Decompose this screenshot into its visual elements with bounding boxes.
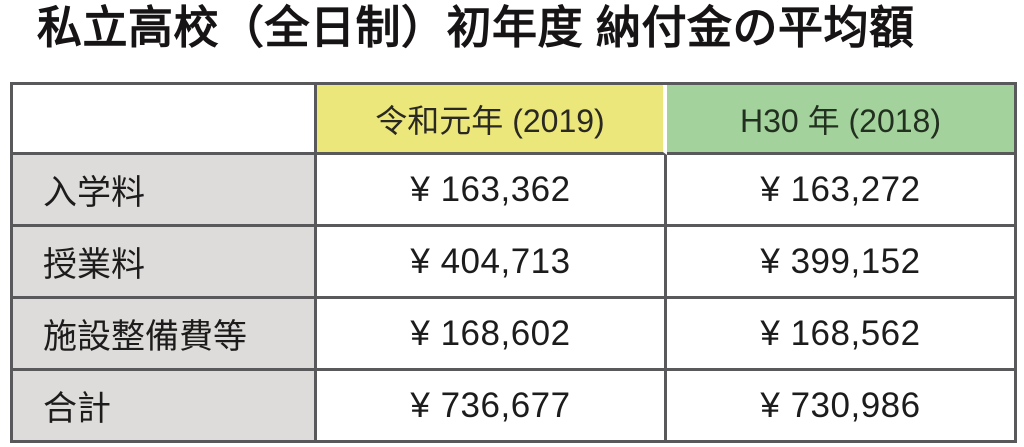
cell-total-2019: ¥ 736,677	[317, 371, 667, 443]
cell-tuition-fee-2019: ¥ 404,713	[317, 227, 667, 299]
cell-admission-fee-2018: ¥ 163,272	[667, 155, 1017, 227]
fees-table: 令和元年 (2019) H30 年 (2018) 入学料 ¥ 163,362 ¥…	[10, 82, 1017, 443]
row-label-facility-fee: 施設整備費等	[13, 299, 317, 371]
row-label-total: 合計	[13, 371, 317, 443]
cell-tuition-fee-2018: ¥ 399,152	[667, 227, 1017, 299]
cell-facility-fee-2018: ¥ 168,562	[667, 299, 1017, 371]
header-empty-cell	[13, 85, 317, 155]
header-reiwa1-2019: 令和元年 (2019)	[317, 85, 667, 155]
header-h30-2018: H30 年 (2018)	[667, 85, 1017, 155]
page-title: 私立高校（全日制）初年度 納付金の平均額	[37, 2, 915, 53]
cell-total-2018: ¥ 730,986	[667, 371, 1017, 443]
row-label-tuition-fee: 授業料	[13, 227, 317, 299]
cell-facility-fee-2019: ¥ 168,602	[317, 299, 667, 371]
cell-admission-fee-2019: ¥ 163,362	[317, 155, 667, 227]
row-label-admission-fee: 入学料	[13, 155, 317, 227]
